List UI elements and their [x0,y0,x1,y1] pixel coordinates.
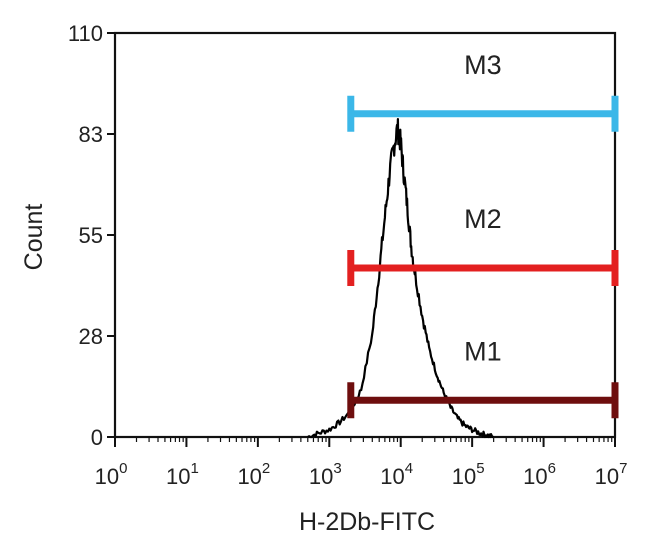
y-axis-label: Count [20,204,48,271]
x-tick-label: 106 [523,460,556,489]
x-tick-label: 100 [95,460,128,489]
x-axis-label: H-2Db-FITC [299,508,435,536]
y-tick-label: 83 [79,122,103,147]
marker-label: M1 [464,336,502,366]
histogram-layer [307,118,494,439]
y-tick-label: 0 [91,425,103,450]
x-tick-label: 101 [166,460,199,489]
x-tick-label: 107 [595,460,628,489]
marker-gate-m2: M2 [347,204,619,287]
marker-label: M3 [464,50,502,80]
marker-gate-m3: M3 [347,50,619,132]
marker-gate-m1: M1 [347,336,619,419]
y-tick-label: 28 [79,324,103,349]
marker-gates-layer: M1 M2 M3 [347,50,619,419]
y-tick-label: 110 [68,21,103,46]
x-tick-label: 104 [380,460,413,489]
x-tick-label: 102 [237,460,270,489]
marker-label: M2 [464,204,502,234]
x-tick-label: 103 [309,460,342,489]
y-tick-label: 55 [79,223,103,248]
axis-ticks-layer: 0 28 55 83 110 100 101 102 103 104 105 106 107 [68,21,627,489]
x-tick-label: 105 [452,460,485,489]
histogram-trace [307,118,494,439]
